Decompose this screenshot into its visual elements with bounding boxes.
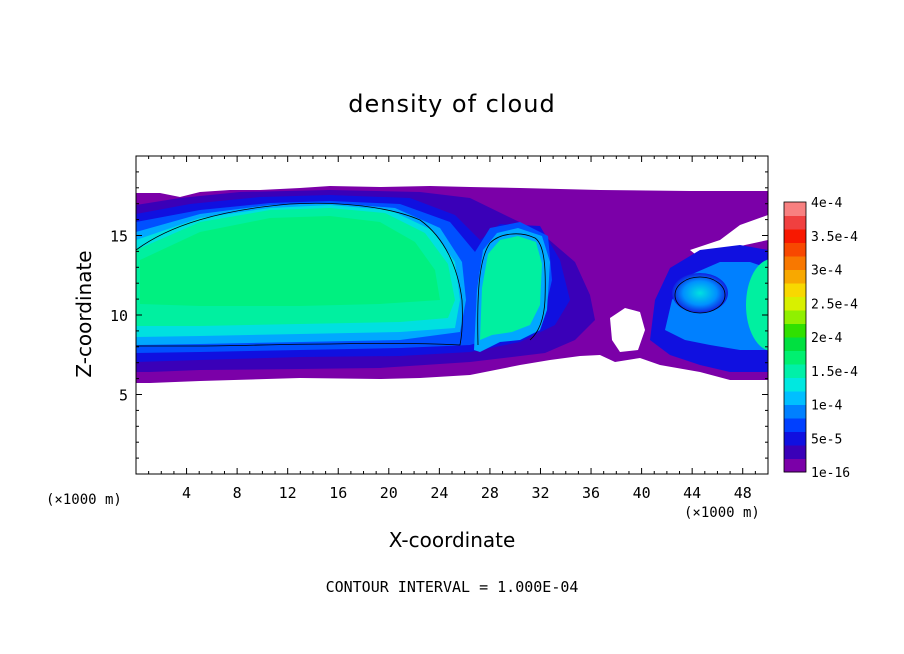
x-tick-label: 12 <box>279 484 297 502</box>
colorbar-swatch <box>784 404 806 419</box>
colorbar-swatch <box>784 458 806 473</box>
colorbar-swatch <box>784 323 806 338</box>
colorbar-swatch <box>784 242 806 257</box>
contour-line-right <box>674 276 726 314</box>
y-tick-label: 15 <box>110 228 128 246</box>
contour-line-secondary <box>477 233 546 346</box>
colorbar-swatch <box>784 229 806 243</box>
right-edge-core <box>746 259 768 351</box>
colorbar-swatch <box>784 350 806 365</box>
colorbar-label: 1e-4 <box>811 399 842 414</box>
z-unit-label: (×1000 m) <box>684 505 760 521</box>
contour-interval: CONTOUR INTERVAL = 1.000E-04 <box>326 578 579 596</box>
colorbar-swatch <box>784 215 806 230</box>
x-tick-label: 44 <box>683 484 701 502</box>
colorbar-swatch <box>784 202 806 216</box>
x-tick-label: 8 <box>233 484 242 502</box>
chart-title: density of cloud <box>348 90 555 118</box>
colorbar-swatch <box>784 377 806 392</box>
colorbar-swatch <box>784 418 806 432</box>
colorbar-labels: 1e-16 5e-5 1e-4 1.5e-4 2e-4 2.5e-4 3e-4 3.5e-4 4… <box>811 196 858 481</box>
colorbar-frame <box>783 201 807 473</box>
x-tick-label: 36 <box>582 484 600 502</box>
right-cell-core <box>672 273 728 313</box>
colorbar-swatch <box>784 256 806 270</box>
colorbar-swatch <box>784 269 806 284</box>
x-unit-label: (×1000 m) <box>46 492 122 508</box>
y-axis-title: Z-coordinate <box>72 250 96 377</box>
gap-mid <box>610 308 645 352</box>
colorbar-swatch <box>784 445 806 459</box>
colorbar-label: 4e-4 <box>811 196 842 211</box>
x-tick-label: 24 <box>430 484 448 502</box>
colorbar-swatch <box>784 296 806 311</box>
x-tick-label: 16 <box>329 484 347 502</box>
contour-line-main <box>136 202 463 347</box>
colorbar-swatch <box>784 364 806 378</box>
x-tick-label: 20 <box>380 484 398 502</box>
colorbar-swatch <box>784 337 806 351</box>
colorbar-label: 1.5e-4 <box>811 365 858 380</box>
y-tick-label: 5 <box>119 387 128 405</box>
colorbar-label: 3e-4 <box>811 264 842 279</box>
x-tick-label: 32 <box>531 484 549 502</box>
gap-topright <box>690 215 768 258</box>
colorbar <box>783 201 807 473</box>
colorbar-label: 2.5e-4 <box>811 297 858 312</box>
y-axis-ticks: 5 10 15 <box>110 171 768 459</box>
x-axis-ticks: 4 8 12 16 20 24 28 32 36 40 44 48 <box>148 156 756 502</box>
secondary-cell-core <box>480 236 542 340</box>
x-tick-label: 4 <box>182 484 191 502</box>
colorbar-label: 1e-16 <box>811 466 850 481</box>
colorbar-label: 2e-4 <box>811 331 842 346</box>
field-green-core <box>140 216 440 306</box>
colorbar-label: 5e-5 <box>811 432 842 447</box>
colorbar-swatch <box>784 391 806 405</box>
colorbar-label: 3.5e-4 <box>811 230 858 245</box>
x-axis-title: X-coordinate <box>389 528 516 552</box>
x-tick-label: 48 <box>734 484 752 502</box>
colorbar-swatch <box>784 310 806 324</box>
x-tick-label: 40 <box>633 484 651 502</box>
density-field <box>136 186 768 383</box>
colorbar-swatch <box>784 283 806 297</box>
colorbar-swatch <box>784 431 806 446</box>
y-tick-label: 10 <box>110 307 128 325</box>
x-tick-label: 28 <box>481 484 499 502</box>
